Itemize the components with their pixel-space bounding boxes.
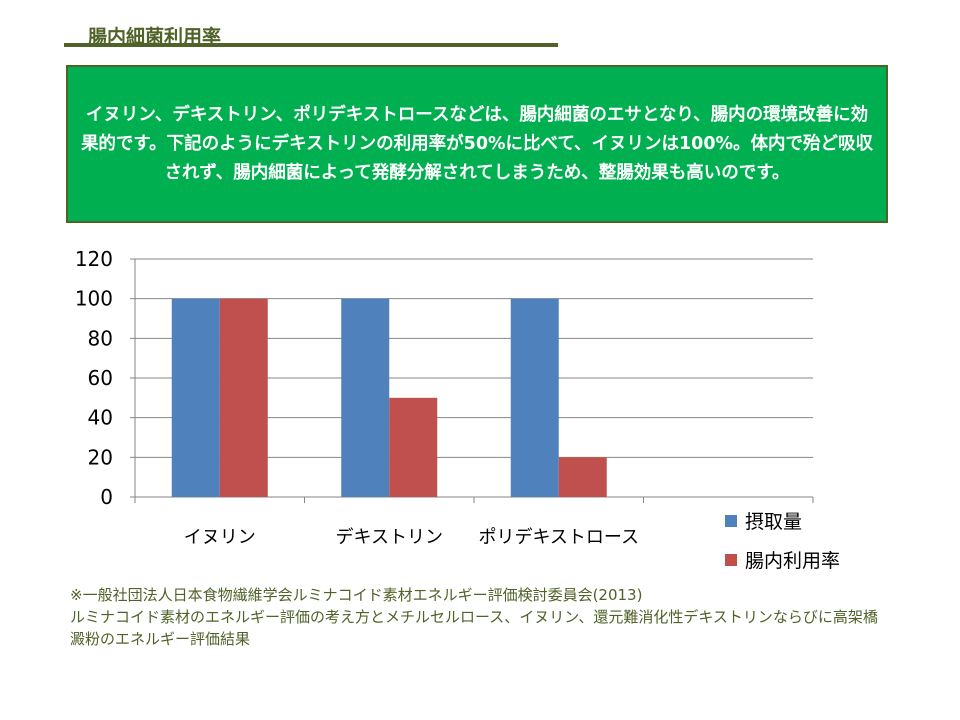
x-tick-label: ポリデキストロース: [478, 527, 639, 548]
legend-swatch: [725, 515, 737, 527]
legend-label: 摂取量: [745, 511, 802, 533]
legend-swatch: [725, 554, 737, 566]
footnote-source: ※一般社団法人日本食物繊維学会ルミナコイド素材エネルギー評価検討委員会(2013…: [70, 586, 643, 604]
x-tick-label: イヌリン: [184, 527, 256, 548]
bar-utilization: [219, 298, 268, 497]
bar-utilization: [389, 397, 438, 497]
bar-utilization: [558, 457, 607, 497]
y-tick-label: 100: [75, 287, 113, 311]
y-tick-label: 80: [88, 326, 113, 350]
bar-intake: [510, 298, 559, 497]
page-title: 腸内細菌利用率: [88, 26, 222, 48]
footnote: ※一般社団法人日本食物繊維学会ルミナコイド素材エネルギー評価検討委員会(2013…: [70, 584, 890, 650]
y-tick-label: 40: [88, 406, 113, 430]
y-tick-label: 20: [88, 445, 113, 469]
summary-text: イヌリン、デキストリン、ポリデキストロースなどは、腸内細菌のエサとなり、腸内の環…: [80, 104, 874, 183]
bar-intake: [341, 298, 390, 497]
title-underline: [64, 43, 558, 47]
footnote-title: ルミナコイド素材のエネルギー評価の考え方とメチルセルロース、イヌリン、還元難消化…: [70, 608, 878, 648]
y-tick-label: 120: [75, 247, 113, 271]
y-tick-label: 0: [100, 485, 113, 509]
bar-intake: [171, 298, 220, 497]
y-tick-label: 60: [88, 366, 113, 390]
legend-label: 腸内利用率: [745, 550, 840, 572]
x-tick-label: デキストリン: [336, 527, 443, 548]
summary-box: イヌリン、デキストリン、ポリデキストロースなどは、腸内細菌のエサとなり、腸内の環…: [66, 65, 888, 223]
